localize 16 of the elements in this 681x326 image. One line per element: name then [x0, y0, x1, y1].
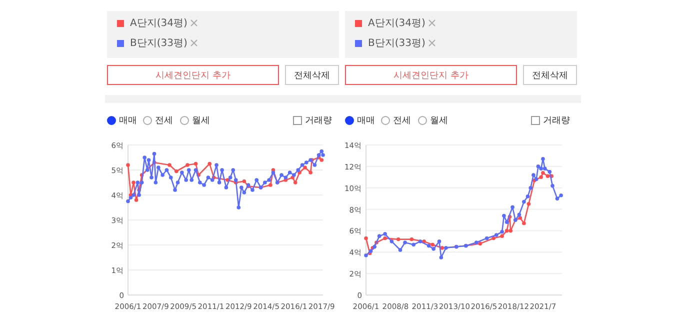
text: 월세 — [191, 115, 210, 127]
text: 거래량 — [542, 115, 570, 127]
legend-label: B단지(33평) — [368, 38, 426, 49]
text: 월세 — [429, 115, 448, 127]
text: 시세견인단지 추가 — [345, 65, 517, 85]
text: 전세 — [154, 115, 173, 127]
legend-label: B단지(33평) — [130, 38, 188, 49]
legend-label: A단지(34평) — [130, 18, 188, 29]
text: 시세견인단지 추가 — [107, 65, 279, 85]
text: 매매 — [118, 115, 137, 127]
text: 전체삭제 — [285, 65, 339, 85]
text: 전체삭제 — [523, 65, 577, 85]
text: 매매 — [356, 115, 375, 127]
text: 거래량 — [304, 115, 332, 127]
text: 전세 — [392, 115, 411, 127]
legend-label: A단지(34평) — [368, 18, 426, 29]
